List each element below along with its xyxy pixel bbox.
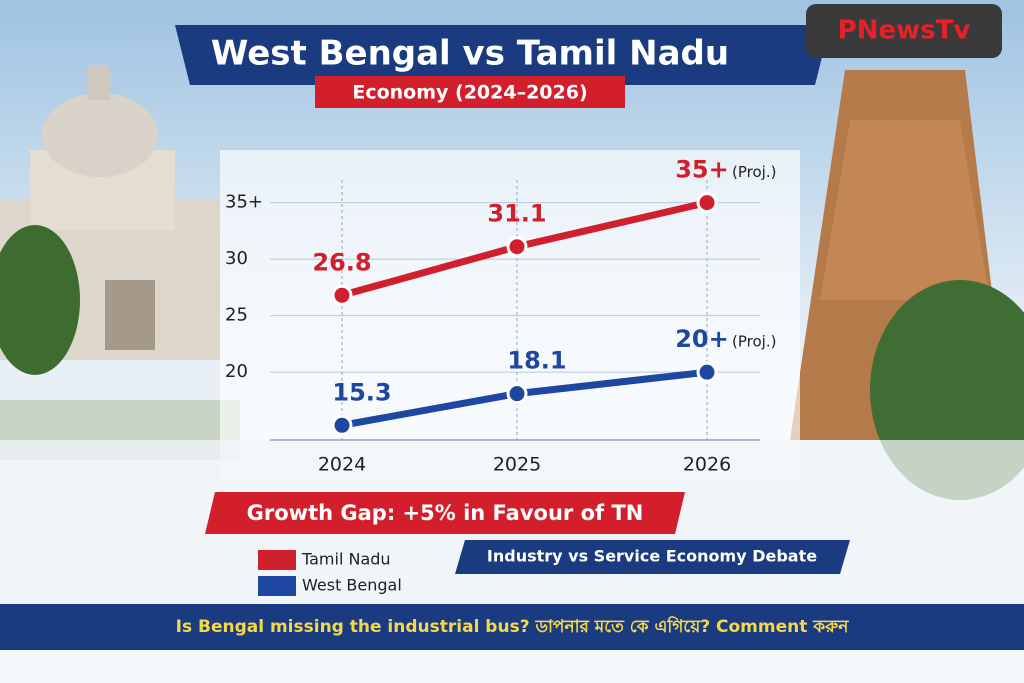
brand: PNewsTv (838, 16, 971, 46)
subtitle-banner (315, 76, 625, 108)
data-point (506, 236, 528, 258)
chart-subtitle: Economy (2024–2026) (352, 82, 587, 104)
x-tick-label: 2024 (318, 454, 366, 476)
y-tick-label: 20 (225, 361, 248, 382)
chart-title: West Bengal vs Tamil Nadu (211, 34, 729, 74)
growth-gap: Growth Gap: +5% in Favour of TN (247, 501, 644, 525)
data-point (331, 284, 353, 306)
data-label: 35+ (675, 156, 729, 184)
question: Is Bengal missing the industrial bus? ডা… (176, 615, 850, 637)
y-tick-label: 30 (225, 248, 248, 269)
y-tick-label: 25 (225, 305, 248, 326)
projection-note: (Proj.) (732, 163, 776, 181)
title-banner (175, 25, 830, 85)
legend-label: West Bengal (302, 576, 402, 595)
x-tick-label: 2025 (493, 454, 541, 476)
legend-swatch (258, 550, 296, 570)
data-label: 15.3 (332, 378, 391, 406)
legend-label: Tamil Nadu (301, 550, 391, 569)
data-label: 26.8 (312, 248, 371, 276)
question-band (0, 604, 1024, 650)
debate-banner (455, 540, 850, 574)
data-point (506, 383, 528, 405)
data-label: 18.1 (507, 347, 566, 375)
x-tick-label: 2026 (683, 454, 731, 476)
data-point (696, 192, 718, 214)
debate: Industry vs Service Economy Debate (487, 547, 817, 566)
brand-box (806, 4, 1002, 58)
legend: Tamil Nadu West Bengal (258, 550, 402, 596)
data-label: 31.1 (487, 200, 546, 228)
memorial-illustration (0, 65, 240, 460)
legend-swatch (258, 576, 296, 596)
growth-banner (205, 492, 685, 534)
projection-note: (Proj.) (732, 333, 776, 351)
y-tick-label: 35+ (225, 192, 263, 213)
data-point (331, 414, 353, 436)
data-point (696, 361, 718, 383)
data-label: 20+ (675, 325, 729, 353)
